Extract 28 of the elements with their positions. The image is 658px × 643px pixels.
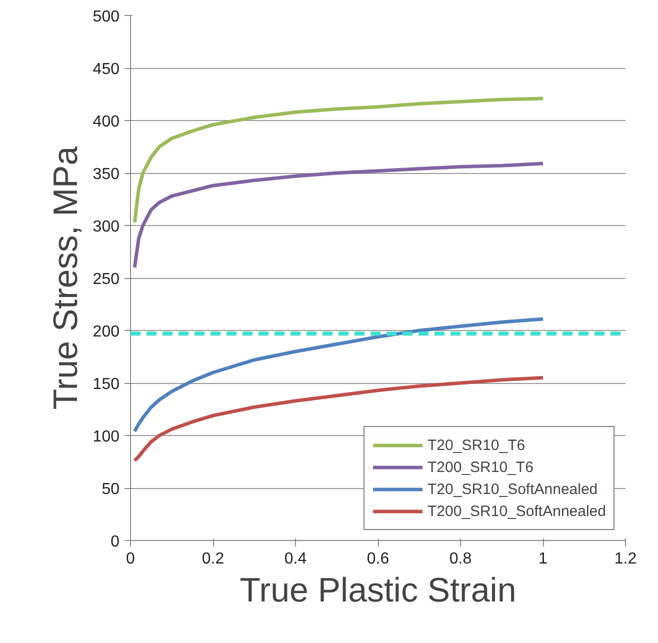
- legend-label: T200_SR10_T6: [428, 458, 534, 476]
- x-tick-label: 0: [126, 550, 136, 568]
- line-series: [132, 96, 545, 224]
- line-series: [132, 317, 545, 434]
- y-tick-label: 200: [92, 324, 120, 340]
- y-tick-label: 50: [102, 481, 120, 498]
- line-series: [132, 376, 545, 462]
- x-tick-label: 1: [538, 550, 548, 568]
- y-tick-label: 450: [92, 61, 120, 78]
- legend-label: T20_SR10_T6: [428, 436, 526, 454]
- y-tick-label: 400: [92, 114, 120, 130]
- x-axis-title: True Plastic Strain: [240, 572, 516, 610]
- y-tick-label: 350: [92, 166, 120, 183]
- x-tick-label: 0.2: [202, 550, 224, 568]
- legend-label: T20_SR10_SoftAnnealed: [428, 480, 598, 498]
- x-tick-label: 1.2: [614, 550, 637, 568]
- y-axis-title: True Stress, MPa: [46, 146, 85, 410]
- x-tick-label: 0.6: [366, 550, 390, 568]
- y-tick-label: 150: [92, 376, 120, 393]
- y-tick-label: 500: [92, 8, 120, 26]
- x-tick-label: 0.8: [449, 550, 472, 568]
- y-tick-label: 0: [110, 534, 120, 550]
- line-series: [132, 162, 545, 270]
- y-tick-label: 300: [92, 218, 120, 236]
- y-tick-label: 250: [92, 271, 120, 288]
- legend-label: T200_SR10_SoftAnnealed: [428, 502, 606, 520]
- y-tick-label: 100: [92, 428, 120, 446]
- x-tick-label: 0.4: [284, 550, 307, 568]
